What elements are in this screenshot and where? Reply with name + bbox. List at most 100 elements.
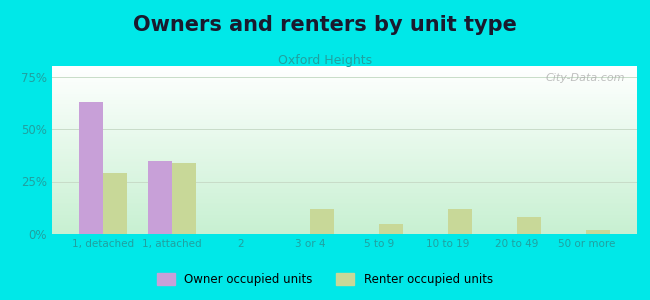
Bar (52, 122, 637, 123)
Bar (52, 150, 637, 152)
Bar (52, 155, 637, 157)
Bar (52, 165, 637, 167)
Bar (448, 209, 473, 234)
Bar (52, 160, 637, 162)
Bar (52, 98, 637, 100)
Bar (52, 101, 637, 103)
Bar (52, 197, 637, 199)
Bar (517, 217, 541, 234)
Bar (52, 73, 637, 74)
Bar (586, 230, 610, 234)
Bar (52, 232, 637, 234)
Bar (52, 74, 637, 76)
Bar (52, 85, 637, 86)
Bar (52, 199, 637, 200)
Bar (52, 157, 637, 158)
Bar (52, 185, 637, 187)
Bar (52, 189, 637, 190)
Bar (52, 135, 637, 136)
Bar (52, 69, 637, 71)
Bar (52, 217, 637, 219)
Bar (52, 145, 637, 147)
Bar (52, 68, 637, 69)
Legend: Owner occupied units, Renter occupied units: Owner occupied units, Renter occupied un… (153, 268, 497, 291)
Bar (52, 96, 637, 98)
Bar (52, 78, 637, 80)
Bar (52, 204, 637, 206)
Bar (148, 160, 172, 234)
Bar (52, 128, 637, 130)
Bar (52, 111, 637, 113)
Text: City-Data.com: City-Data.com (546, 73, 625, 83)
Bar (52, 184, 637, 185)
Bar (52, 81, 637, 83)
Bar (52, 143, 637, 145)
Bar (52, 123, 637, 125)
Bar (52, 140, 637, 142)
Bar (52, 147, 637, 148)
Bar (52, 120, 637, 122)
Bar (52, 152, 637, 153)
Bar (52, 231, 637, 232)
Bar (52, 200, 637, 202)
Bar (379, 224, 403, 234)
Bar (52, 211, 637, 212)
Bar (52, 105, 637, 106)
Text: Oxford Heights: Oxford Heights (278, 54, 372, 67)
Bar (52, 133, 637, 135)
Bar (52, 106, 637, 108)
Bar (52, 127, 637, 128)
Bar (52, 115, 637, 116)
Bar (52, 173, 637, 175)
Bar (52, 172, 637, 173)
Bar (52, 93, 637, 94)
Text: Owners and renters by unit type: Owners and renters by unit type (133, 15, 517, 35)
Bar (52, 148, 637, 150)
Bar (52, 206, 637, 207)
Bar (52, 180, 637, 182)
Bar (52, 229, 637, 231)
Bar (52, 219, 637, 220)
Bar (103, 173, 127, 234)
Bar (52, 224, 637, 226)
Bar (52, 100, 637, 101)
Bar (52, 169, 637, 170)
Bar (52, 103, 637, 105)
Bar (52, 220, 637, 222)
Bar (52, 108, 637, 110)
Bar (52, 177, 637, 178)
Bar (52, 153, 637, 155)
Bar (52, 226, 637, 227)
Bar (52, 207, 637, 209)
Bar (52, 170, 637, 172)
Bar (52, 212, 637, 214)
Bar (52, 125, 637, 127)
Bar (52, 214, 637, 215)
Bar (52, 138, 637, 140)
Bar (52, 162, 637, 164)
Bar (52, 178, 637, 180)
Bar (52, 202, 637, 204)
Bar (52, 164, 637, 165)
Bar (52, 83, 637, 85)
Bar (52, 142, 637, 143)
Bar (52, 194, 637, 195)
Bar (52, 110, 637, 111)
Bar (52, 89, 637, 91)
Bar (52, 227, 637, 229)
Bar (52, 113, 637, 115)
Bar (52, 167, 637, 169)
Bar (52, 94, 637, 96)
Bar (52, 158, 637, 160)
Bar (52, 131, 637, 133)
Bar (172, 163, 196, 234)
Bar (52, 71, 637, 73)
Bar (52, 66, 637, 68)
Bar (52, 130, 637, 131)
Bar (52, 86, 637, 88)
Bar (52, 222, 637, 224)
Bar (52, 91, 637, 93)
Bar (52, 116, 637, 118)
Bar (52, 182, 637, 184)
Bar (310, 209, 334, 234)
